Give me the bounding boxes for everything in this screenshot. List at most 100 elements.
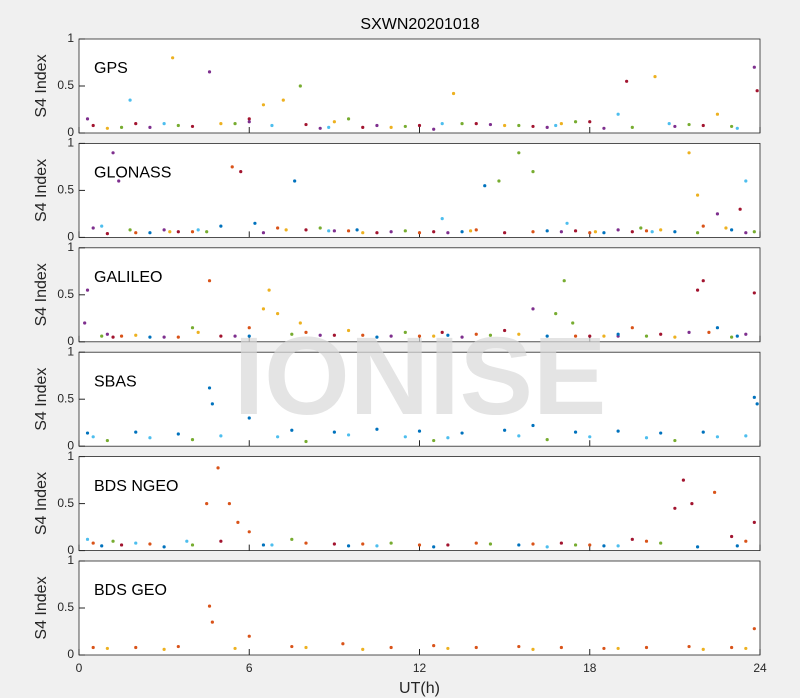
- point: [474, 645, 478, 650]
- point: [239, 170, 243, 174]
- y-tick-label: 0: [67, 543, 74, 557]
- point: [616, 544, 620, 548]
- y-tick-label: 0.5: [57, 287, 74, 301]
- point: [304, 330, 308, 334]
- point: [571, 321, 575, 325]
- point: [474, 332, 478, 336]
- point: [216, 466, 220, 470]
- y-axis-label: S4 Index: [33, 576, 50, 639]
- y-tick-label: 0: [67, 334, 74, 348]
- point: [318, 126, 322, 130]
- point: [205, 502, 209, 506]
- point: [730, 534, 734, 539]
- point: [247, 117, 251, 121]
- point: [673, 124, 677, 129]
- panel: 0 0.5 1 S4 Index GLONASS: [33, 136, 761, 244]
- point: [755, 89, 759, 93]
- y-tick-label: 1: [67, 553, 74, 567]
- y-tick-label: 0: [67, 647, 74, 661]
- point: [554, 312, 558, 316]
- point: [687, 122, 691, 127]
- point: [639, 226, 643, 230]
- point: [290, 332, 294, 336]
- point: [446, 543, 450, 547]
- point: [233, 122, 237, 126]
- point: [304, 228, 308, 232]
- point: [517, 644, 521, 649]
- point: [738, 207, 742, 211]
- point: [332, 542, 336, 546]
- point: [247, 416, 251, 420]
- point: [735, 544, 739, 548]
- point: [715, 326, 720, 330]
- point: [644, 334, 649, 338]
- point: [85, 117, 90, 121]
- point: [616, 646, 620, 651]
- point: [616, 112, 620, 116]
- point: [176, 335, 180, 339]
- point: [417, 231, 422, 235]
- point: [247, 634, 251, 638]
- point: [261, 307, 266, 311]
- point: [616, 228, 620, 232]
- plot-border: [78, 456, 761, 552]
- point: [488, 333, 493, 337]
- y-axis-label: S4 Index: [33, 368, 50, 431]
- point: [673, 506, 677, 510]
- point: [162, 545, 166, 549]
- point: [332, 430, 336, 434]
- point: [559, 122, 563, 126]
- point: [644, 645, 649, 650]
- x-axis-label: UT(h): [399, 680, 440, 697]
- point: [270, 123, 274, 128]
- point: [446, 436, 450, 440]
- panel: 0 0.5 1 0 6 12 18 24 S4 Index UT(h) BDS GEO: [33, 553, 767, 697]
- y-axis-label: S4 Index: [33, 54, 50, 117]
- point: [375, 544, 379, 548]
- point: [417, 334, 422, 338]
- point: [290, 537, 294, 541]
- point: [432, 644, 436, 648]
- point: [105, 332, 109, 336]
- point: [148, 436, 152, 440]
- point: [730, 335, 734, 339]
- point: [190, 124, 195, 129]
- y-tick-label: 0.5: [57, 600, 74, 614]
- point: [715, 435, 720, 439]
- point: [531, 647, 535, 651]
- y-tick-label: 0: [67, 438, 74, 452]
- point: [417, 123, 422, 128]
- point: [432, 127, 436, 131]
- point: [573, 120, 578, 124]
- point: [440, 217, 444, 221]
- point: [602, 646, 606, 651]
- point: [267, 288, 271, 292]
- point: [752, 230, 756, 234]
- point: [162, 228, 166, 232]
- point: [602, 126, 606, 130]
- point: [730, 124, 734, 129]
- point: [559, 230, 563, 234]
- panel-label: SBAS: [94, 373, 137, 390]
- point: [91, 226, 95, 230]
- point: [346, 328, 351, 333]
- y-tick-label: 1: [67, 344, 74, 358]
- point: [207, 279, 212, 283]
- point: [134, 645, 138, 650]
- point: [573, 430, 578, 434]
- point: [446, 646, 450, 651]
- point: [531, 307, 535, 311]
- point: [517, 543, 521, 547]
- panel: 0 0.5 1 S4 Index GALILEO: [33, 240, 761, 348]
- point: [105, 438, 109, 443]
- point: [403, 435, 407, 439]
- point: [261, 231, 266, 235]
- point: [207, 386, 212, 390]
- point: [247, 326, 251, 330]
- point: [196, 228, 200, 232]
- point: [233, 646, 237, 651]
- x-tick-label: 6: [246, 661, 253, 675]
- point: [134, 541, 138, 545]
- point: [261, 103, 266, 107]
